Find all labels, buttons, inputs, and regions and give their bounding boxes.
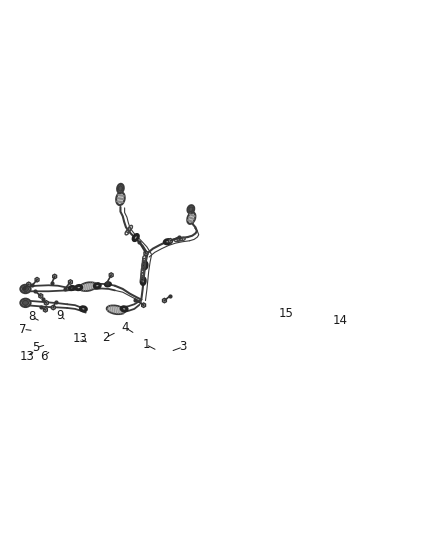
Text: 14: 14: [333, 313, 348, 327]
Ellipse shape: [164, 239, 171, 244]
Ellipse shape: [21, 285, 31, 293]
Ellipse shape: [141, 277, 145, 285]
Text: 4: 4: [121, 321, 129, 334]
Ellipse shape: [133, 234, 138, 241]
Text: 15: 15: [279, 307, 293, 320]
Ellipse shape: [121, 306, 127, 311]
Text: 3: 3: [179, 341, 187, 353]
Text: 7: 7: [19, 323, 27, 336]
Ellipse shape: [187, 212, 195, 224]
Ellipse shape: [143, 262, 147, 269]
Ellipse shape: [189, 207, 193, 212]
Ellipse shape: [22, 286, 28, 292]
Text: 5: 5: [32, 341, 40, 354]
Ellipse shape: [21, 298, 31, 307]
Ellipse shape: [187, 205, 194, 213]
Ellipse shape: [107, 305, 125, 314]
Text: 9: 9: [57, 309, 64, 322]
Text: 8: 8: [28, 310, 35, 323]
Text: 2: 2: [102, 331, 110, 344]
Ellipse shape: [75, 285, 82, 290]
Ellipse shape: [118, 185, 123, 191]
Ellipse shape: [105, 282, 111, 286]
Ellipse shape: [117, 184, 124, 193]
Text: 13: 13: [19, 350, 34, 362]
Text: 13: 13: [72, 332, 87, 345]
Ellipse shape: [80, 306, 87, 311]
Ellipse shape: [69, 286, 74, 290]
Text: 1: 1: [142, 338, 150, 351]
Ellipse shape: [94, 284, 100, 288]
Ellipse shape: [79, 282, 97, 291]
Ellipse shape: [22, 301, 28, 305]
Ellipse shape: [116, 192, 125, 205]
Text: 6: 6: [40, 350, 48, 362]
